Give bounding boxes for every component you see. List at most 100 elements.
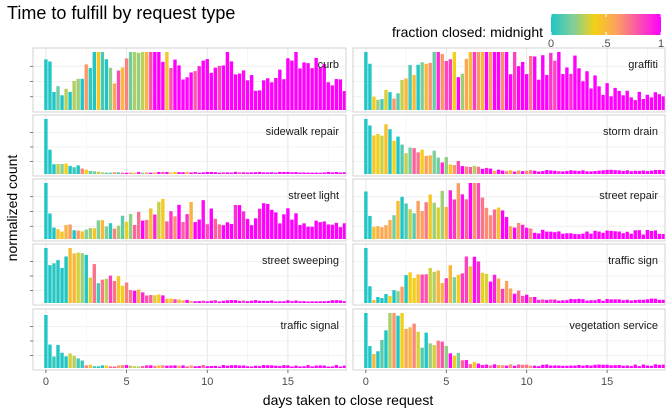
bar	[257, 300, 262, 303]
panel-traffic-sign: traffic sign	[352, 243, 666, 306]
bar	[368, 286, 372, 303]
bar	[577, 68, 581, 110]
bar	[549, 170, 553, 174]
bar	[44, 315, 48, 368]
bar	[444, 157, 448, 174]
bar	[492, 52, 497, 110]
bar	[241, 172, 246, 174]
bar	[408, 209, 412, 239]
bar	[72, 230, 76, 239]
bar	[452, 52, 457, 110]
bar	[480, 365, 485, 368]
bar	[124, 58, 129, 110]
bar	[448, 59, 452, 110]
bar	[262, 172, 266, 174]
bar	[165, 365, 169, 368]
bar	[484, 207, 489, 239]
bar	[221, 225, 226, 239]
bar	[456, 352, 461, 368]
bar	[633, 299, 637, 303]
bar	[400, 144, 404, 174]
bar	[253, 365, 258, 368]
bar	[593, 364, 597, 368]
bar	[464, 58, 469, 110]
bar	[245, 218, 250, 239]
bar	[338, 79, 343, 110]
bar	[322, 172, 326, 174]
bar	[120, 172, 125, 174]
bar	[197, 366, 201, 368]
bar	[84, 254, 88, 303]
bar	[314, 301, 318, 303]
bar	[306, 226, 310, 239]
bar	[330, 172, 334, 174]
bar	[149, 295, 153, 303]
bar	[157, 294, 161, 303]
bar	[392, 290, 396, 303]
bar	[278, 223, 282, 239]
bar	[380, 135, 384, 174]
bar	[84, 229, 88, 239]
bar	[561, 171, 565, 174]
bar	[492, 170, 497, 174]
bar	[225, 52, 230, 110]
bar	[338, 172, 343, 174]
bar	[253, 172, 258, 174]
bar	[384, 294, 388, 303]
panel-label: graffiti	[628, 59, 658, 71]
bar	[496, 169, 501, 174]
bar	[573, 234, 577, 239]
bar	[400, 286, 404, 303]
bar	[440, 53, 444, 110]
bar	[342, 223, 347, 239]
bar	[262, 203, 266, 239]
bar	[625, 231, 629, 239]
bar	[177, 204, 181, 239]
bar	[153, 295, 157, 303]
bar	[217, 172, 222, 174]
bar	[278, 301, 282, 303]
bar	[318, 172, 322, 174]
bar	[412, 213, 416, 239]
bar	[161, 295, 165, 303]
bar	[605, 83, 609, 110]
bar	[420, 347, 424, 368]
bar	[545, 74, 549, 110]
bar	[112, 228, 117, 239]
bar	[193, 171, 197, 174]
bar	[452, 165, 457, 174]
bar	[326, 301, 330, 303]
bar	[241, 300, 246, 303]
bar	[380, 339, 384, 368]
bar	[448, 190, 452, 239]
bar	[533, 296, 537, 303]
bar	[116, 70, 121, 110]
bar	[44, 119, 48, 174]
bar	[141, 220, 145, 239]
bar	[649, 97, 654, 110]
bar	[52, 263, 56, 303]
bar	[165, 298, 169, 303]
bar	[625, 299, 629, 303]
bar	[597, 170, 601, 174]
bar	[153, 365, 157, 368]
bar	[217, 65, 222, 110]
bar	[400, 196, 404, 239]
bar	[169, 68, 173, 110]
bar	[48, 265, 52, 303]
bar	[173, 59, 177, 110]
bar	[404, 328, 408, 368]
bar	[104, 365, 109, 368]
bar	[424, 63, 428, 110]
bar	[161, 171, 165, 174]
bar	[484, 273, 489, 303]
bar	[108, 275, 113, 303]
bar	[404, 275, 408, 303]
bar	[593, 171, 597, 174]
bar	[185, 299, 189, 303]
bar	[189, 72, 193, 110]
bar	[561, 300, 565, 303]
bar	[96, 220, 101, 239]
bar	[376, 296, 380, 303]
